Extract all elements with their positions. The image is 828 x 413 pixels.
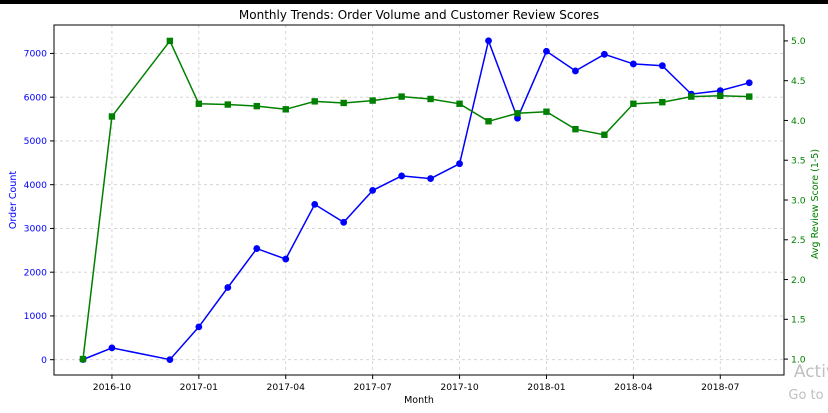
- review-score-point: [601, 131, 608, 138]
- order-count-point: [398, 172, 406, 180]
- y-right-tick-label: 3.5: [791, 156, 806, 167]
- review-score-point: [630, 100, 637, 107]
- x-tick-label: 2017-10: [440, 382, 479, 393]
- review-score-point: [485, 118, 492, 125]
- y-right-tick-label: 1.0: [791, 354, 806, 365]
- review-score-point: [340, 99, 347, 107]
- review-score-point: [398, 93, 405, 100]
- y-right-tick-label: 2.5: [791, 235, 806, 246]
- y-axis-label-left: Order Count: [8, 171, 19, 230]
- order-count-point: [224, 284, 232, 291]
- ticks-layer: 2016-10 2017-01 2017-04 2017-07 2017-10 2018-…: [24, 36, 806, 393]
- order-count-point: [716, 87, 724, 95]
- order-count-point: [311, 200, 319, 208]
- order-count-point: [629, 60, 637, 68]
- y-left-tick-label: 7000: [24, 49, 48, 60]
- review-score-point: [369, 97, 376, 104]
- y-left-tick-label: 4000: [24, 180, 48, 191]
- order-count-point: [427, 175, 434, 182]
- y-left-tick-label: 1000: [24, 311, 48, 322]
- x-tick-label: 2018-01: [527, 382, 565, 393]
- x-axis-label: Month: [404, 395, 434, 406]
- watermark-line-2: Go to S: [788, 388, 828, 403]
- review-score-point: [224, 101, 232, 108]
- watermark-line-1: Activ: [793, 362, 828, 382]
- order-count-point: [195, 323, 203, 331]
- order-count-line: [82, 38, 750, 361]
- order-count-point: [108, 344, 116, 352]
- review-score-point: [108, 113, 116, 120]
- x-tick-label: 2017-07: [353, 382, 392, 393]
- review-score-point: [311, 98, 318, 105]
- review-score-point: [717, 92, 724, 99]
- review-score-point: [659, 98, 666, 106]
- x-tick-label: 2016-10: [93, 382, 132, 393]
- order-count-point: [456, 160, 463, 168]
- review-score-point: [79, 355, 87, 363]
- review-score-point: [572, 126, 579, 133]
- y-right-tick-label: 2.0: [791, 275, 806, 286]
- order-count-point: [485, 37, 492, 45]
- review-score-point: [688, 93, 695, 100]
- review-score-point: [746, 93, 753, 100]
- review-score-point: [282, 106, 289, 113]
- chart-title: Monthly Trends: Order Volume and Custome…: [239, 8, 599, 22]
- order-count-point: [745, 79, 753, 87]
- order-count-point: [572, 67, 579, 75]
- review-score-point: [456, 100, 463, 107]
- review-score-point: [543, 108, 550, 115]
- y-left-tick-label: 2000: [24, 267, 48, 278]
- y-right-tick-label: 4.5: [791, 76, 806, 87]
- review-score-line: [82, 39, 750, 360]
- y-right-tick-label: 1.5: [791, 315, 806, 326]
- order-count-point: [166, 356, 174, 364]
- chart-figure: Monthly Trends: Order Volume and Custome…: [0, 4, 828, 413]
- x-tick-label: 2018-07: [701, 382, 740, 393]
- order-count-point: [253, 245, 261, 252]
- order-count-point: [369, 186, 377, 194]
- x-tick-label: 2017-04: [267, 382, 306, 393]
- review-score-point: [253, 102, 260, 110]
- order-count-point: [600, 50, 608, 58]
- grid-layer: [54, 25, 784, 375]
- x-tick-label: 2017-01: [180, 382, 218, 393]
- review-score-point: [514, 110, 521, 117]
- series-layer: [79, 37, 753, 364]
- y-right-tick-label: 4.0: [791, 116, 806, 127]
- order-count-point: [543, 47, 550, 55]
- y-left-tick-label: 5000: [24, 136, 48, 147]
- chart-svg: Monthly Trends: Order Volume and Custome…: [8, 8, 821, 406]
- y-right-tick-label: 5.0: [791, 36, 806, 47]
- x-tick-label: 2018-04: [614, 382, 653, 393]
- review-score-point: [195, 100, 203, 107]
- review-score-point: [166, 37, 174, 45]
- y-right-tick-label: 3.0: [791, 195, 806, 206]
- y-left-tick-label: 6000: [24, 92, 48, 103]
- order-count-point: [282, 255, 290, 263]
- order-count-point: [658, 62, 666, 70]
- order-count-point: [340, 218, 348, 226]
- y-left-tick-label: 3000: [24, 224, 48, 235]
- y-axis-label-right: Avg Review Score (1-5): [810, 149, 821, 259]
- review-score-point: [427, 95, 434, 103]
- y-left-tick-label: 0: [41, 355, 47, 366]
